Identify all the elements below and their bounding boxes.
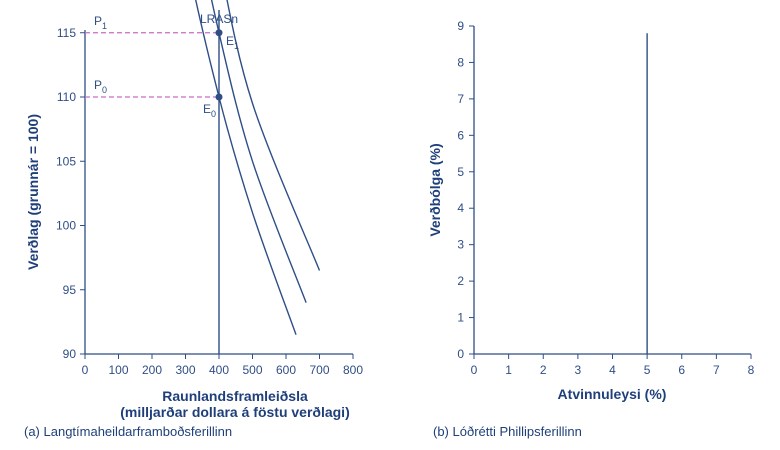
- price-level-label: P0: [94, 78, 107, 95]
- panel-b-x-tick-label: 3: [575, 363, 582, 377]
- panel-a-y-tick-label: 90: [63, 347, 77, 361]
- panel-a-x-axis-title-line2: (milljarðar dollara á föstu verðlagi): [120, 404, 350, 420]
- panel-b-y-tick-label: 2: [457, 274, 464, 288]
- panel-a-x-tick-label: 500: [242, 363, 262, 377]
- panel-a-x-tick-label: 400: [209, 363, 229, 377]
- panel-b-y-tick-label: 0: [457, 347, 464, 361]
- panel-b-x-tick-label: 6: [678, 363, 685, 377]
- panel-b-y-tick-label: 1: [457, 311, 464, 325]
- panel-a-x-tick-label: 100: [108, 363, 128, 377]
- panel-b-y-tick-label: 4: [457, 201, 464, 215]
- panel-a-y-tick-label: 95: [63, 283, 77, 297]
- panel-b-y-tick-label: 5: [457, 165, 464, 179]
- panel-b-y-tick-label: 3: [457, 238, 464, 252]
- panel-a-x-tick-label: 200: [142, 363, 162, 377]
- panel-b-caption: (b) Lóðrétti Phillipsferillinn: [433, 424, 582, 439]
- ad1-curve: [210, 0, 307, 303]
- panel-b-x-tick-label: 2: [540, 363, 547, 377]
- panel-a-x-tick-label: 800: [343, 363, 363, 377]
- panel-b-x-tick-label: 7: [713, 363, 720, 377]
- panel-a-x-tick-label: 300: [175, 363, 195, 377]
- lrasn-label: LRASn: [200, 12, 238, 26]
- equilibrium-label: E1: [226, 34, 239, 51]
- panel-b-y-tick-label: 7: [457, 92, 464, 106]
- panel-a-x-tick-label: 600: [276, 363, 296, 377]
- panel-b-x-tick-label: 1: [505, 363, 512, 377]
- panel-a-x-tick-label: 700: [309, 363, 329, 377]
- price-level-label: P1: [94, 14, 107, 31]
- equilibrium-point-e0: [215, 93, 223, 101]
- panel-b-x-tick-label: 4: [609, 363, 616, 377]
- panel-a-caption: (a) Langtímaheildarframboðsferillinn: [24, 424, 232, 439]
- panel-a-y-tick-label: 100: [56, 219, 76, 233]
- ad2-curve: [226, 0, 321, 271]
- equilibrium-point-e1: [215, 29, 223, 37]
- panel-a-y-tick-label: 105: [56, 154, 76, 168]
- panel-a-y-axis-title: Verðlag (grunnár = 100): [25, 114, 41, 270]
- panel-b: 0 1 2 3 4 5 6 7 8 0 1 2 3 4 5 6 7 8 9 Verðbólga (%) Atvin…: [427, 19, 755, 439]
- panel-b-x-tick-label: 0: [471, 363, 478, 377]
- panel-b-x-tick-label: 5: [644, 363, 651, 377]
- panel-a-x-tick-label: 0: [82, 363, 89, 377]
- panel-a: 0 100 200 300 400 500 600 700 800 90 95 100 105 110 1…: [24, 0, 363, 439]
- panel-b-y-tick-label: 8: [457, 55, 464, 69]
- panel-a-y-tick-label: 110: [57, 90, 76, 104]
- panel-b-x-axis-title: Atvinnuleysi (%): [558, 386, 667, 402]
- panel-a-y-tick-label: 115: [57, 26, 76, 40]
- panel-b-x-tick-label: 8: [748, 363, 755, 377]
- panel-a-x-axis-title-line1: Raunlandsframleiðsla: [162, 388, 308, 404]
- panel-b-y-tick-label: 9: [457, 19, 464, 33]
- panel-b-y-tick-label: 6: [457, 128, 464, 142]
- equilibrium-label: E0: [203, 102, 216, 119]
- panel-b-y-axis-title: Verðbólga (%): [427, 143, 443, 236]
